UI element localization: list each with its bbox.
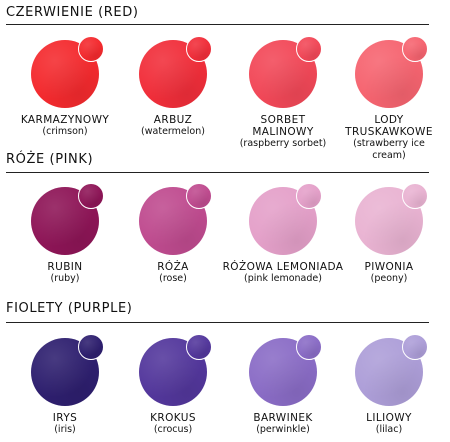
swatch-lilac: LILIOWY (lilac) bbox=[336, 334, 442, 436]
section-red: CZERWIENIE (RED) KARMAZYNOWY (crimson) A… bbox=[0, 0, 450, 161]
color-dot bbox=[78, 334, 104, 360]
swatch-periwinkle: BARWINEK (perwinkle) bbox=[230, 334, 336, 436]
swatch-name: ARBUZ bbox=[153, 114, 193, 126]
swatch-name: RÓŻA bbox=[157, 261, 189, 273]
swatch-sample bbox=[120, 183, 226, 261]
color-dot bbox=[296, 183, 322, 209]
swatch-name: KARMAZYNOWY bbox=[20, 114, 110, 126]
swatch-iris: IRYS (iris) bbox=[12, 334, 118, 436]
color-dot bbox=[402, 36, 428, 62]
swatch-english-name: (crocus) bbox=[153, 424, 193, 435]
section-pink: RÓŻE (PINK) RUBIN (ruby) RÓŻA (rose) RÓŻ… bbox=[0, 150, 450, 295]
swatch-name: RUBIN bbox=[47, 261, 83, 273]
swatch-english-name: (perwinkle) bbox=[256, 424, 310, 435]
section-title: CZERWIENIE (RED) bbox=[6, 5, 139, 20]
color-dot bbox=[78, 183, 104, 209]
color-dot bbox=[186, 334, 212, 360]
swatch-sample bbox=[336, 183, 442, 261]
swatch-pink-lemonade: RÓŻOWA LEMONIADA (pink lemonade) bbox=[222, 183, 344, 285]
swatch-name: LILIOWY bbox=[366, 412, 412, 424]
color-dot bbox=[186, 183, 212, 209]
color-dot bbox=[296, 334, 322, 360]
swatch-english-name: (raspberry sorbet) bbox=[239, 138, 327, 149]
swatch-name: KROKUS bbox=[150, 412, 196, 424]
color-dot bbox=[402, 183, 428, 209]
color-disc bbox=[249, 40, 317, 108]
color-dot bbox=[402, 334, 428, 360]
swatch-sample bbox=[336, 36, 442, 114]
swatch-english-name: (peony) bbox=[370, 273, 408, 284]
swatch-name: PIWONIA bbox=[364, 261, 414, 273]
swatch-sample bbox=[336, 334, 442, 412]
swatch-english-name: (ruby) bbox=[50, 273, 80, 284]
section-title: FIOLETY (PURPLE) bbox=[6, 301, 133, 316]
swatch-ruby: RUBIN (ruby) bbox=[12, 183, 118, 285]
swatch-sample bbox=[222, 183, 344, 261]
swatch-sample bbox=[120, 334, 226, 412]
swatch-english-name: (rose) bbox=[159, 273, 187, 284]
swatch-sample bbox=[12, 36, 118, 114]
color-disc bbox=[249, 338, 317, 406]
section-divider bbox=[6, 24, 429, 25]
swatch-crimson: KARMAZYNOWY (crimson) bbox=[12, 36, 118, 138]
swatch-english-name: (watermelon) bbox=[141, 126, 205, 137]
swatch-sample bbox=[120, 36, 226, 114]
swatch-name: BARWINEK bbox=[253, 412, 313, 424]
swatch-english-name: (iris) bbox=[54, 424, 76, 435]
swatch-english-name: (pink lemonade) bbox=[244, 273, 322, 284]
color-dot bbox=[186, 36, 212, 62]
swatch-watermelon: ARBUZ (watermelon) bbox=[120, 36, 226, 138]
swatch-name: RÓŻOWA LEMONIADA bbox=[222, 261, 344, 273]
section-purple: FIOLETY (PURPLE) IRYS (iris) KROKUS (cro… bbox=[0, 296, 450, 442]
swatch-raspberry-sorbet: SORBET MALINOWY (raspberry sorbet) bbox=[230, 36, 336, 150]
swatch-peony: PIWONIA (peony) bbox=[336, 183, 442, 285]
swatch-sample bbox=[12, 334, 118, 412]
swatch-english-name: (crimson) bbox=[42, 126, 88, 137]
swatch-strawberry-ice-cream: LODY TRUSKAWKOWE (strawberry ice cream) bbox=[336, 36, 442, 162]
swatch-english-name: (lilac) bbox=[375, 424, 403, 435]
section-title: RÓŻE (PINK) bbox=[6, 152, 94, 167]
swatch-name: IRYS bbox=[52, 412, 78, 424]
swatch-name: SORBET MALINOWY bbox=[252, 114, 314, 138]
section-divider bbox=[6, 322, 429, 323]
swatch-name: LODY TRUSKAWKOWE bbox=[345, 114, 433, 138]
swatch-sample bbox=[230, 36, 336, 114]
section-divider bbox=[6, 172, 429, 173]
color-dot bbox=[296, 36, 322, 62]
swatch-crocus: KROKUS (crocus) bbox=[120, 334, 226, 436]
swatch-sample bbox=[12, 183, 118, 261]
swatch-sample bbox=[230, 334, 336, 412]
swatch-english-name: (strawberry ice cream) bbox=[353, 138, 425, 161]
color-dot bbox=[78, 36, 104, 62]
swatch-rose: RÓŻA (rose) bbox=[120, 183, 226, 285]
